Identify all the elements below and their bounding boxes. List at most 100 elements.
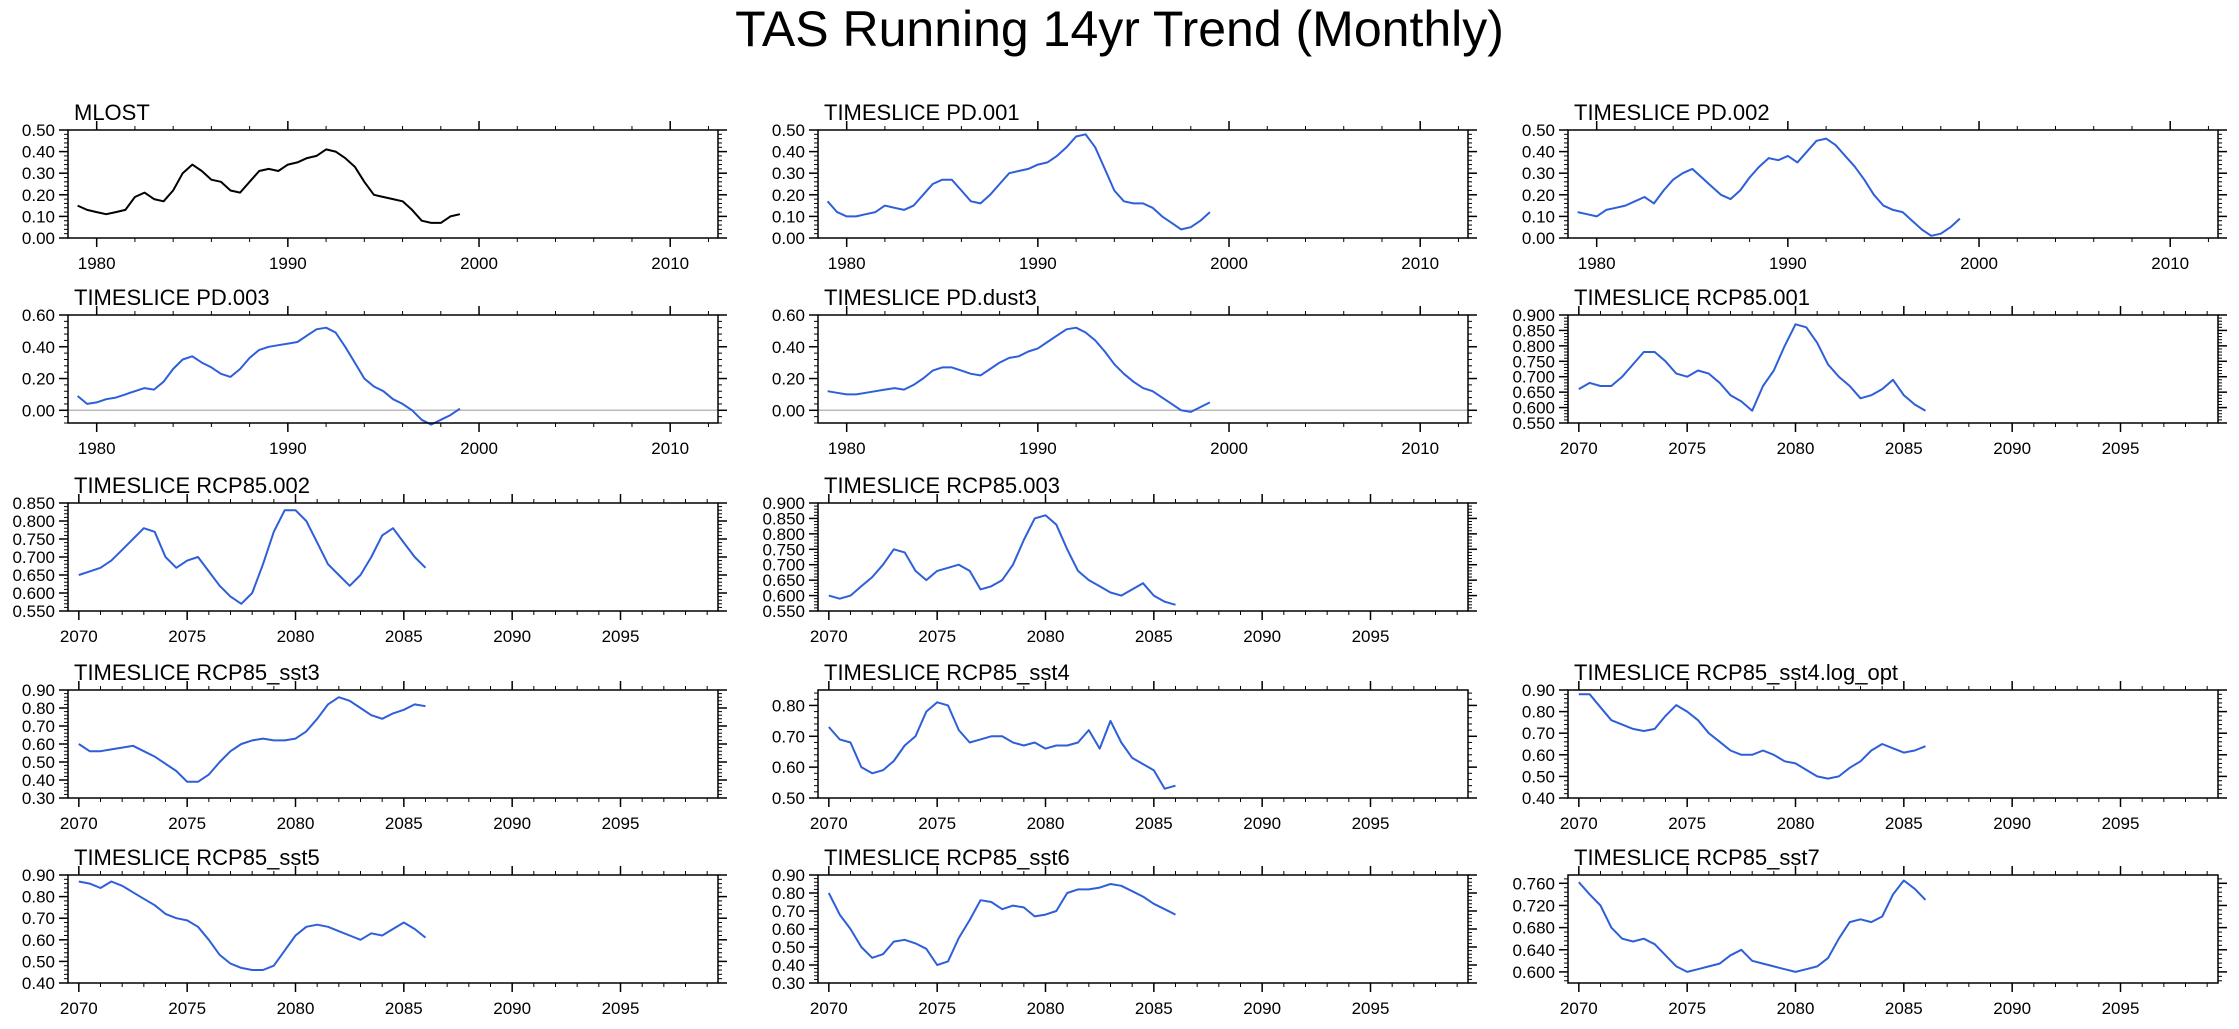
plot-frame <box>1567 874 2219 984</box>
y-tick-label: 0.90 <box>772 866 805 885</box>
y-tick-label: 0.20 <box>772 370 805 389</box>
y-tick-label: 0.90 <box>22 866 55 885</box>
y-tick-label: 0.550 <box>12 602 55 621</box>
x-tick-label: 2090 <box>1243 627 1281 646</box>
plot-frame <box>817 502 1469 612</box>
y-tick-label: 0.800 <box>762 525 805 544</box>
x-tick-label: 1990 <box>1769 254 1807 273</box>
panel-title: TIMESLICE PD.002 <box>1574 100 1770 125</box>
chart-panel: TIMESLICE PD.002 1980 1990 2000 2010 0.00 0.10… <box>1522 100 2227 273</box>
plot-frame <box>67 129 719 239</box>
x-tick-label: 2085 <box>1135 627 1173 646</box>
y-tick-label: 0.90 <box>1522 681 1555 700</box>
x-tick-label: 1980 <box>78 254 116 273</box>
y-tick-label: 0.750 <box>1512 352 1555 371</box>
x-tick-label: 1990 <box>1019 254 1057 273</box>
y-tick-label: 0.20 <box>22 186 55 205</box>
y-tick-label: 0.70 <box>22 717 55 736</box>
y-tick-label: 0.900 <box>762 494 805 513</box>
x-tick-label: 2080 <box>1027 999 1065 1018</box>
x-tick-label: 2095 <box>602 814 640 833</box>
series-line <box>78 509 427 605</box>
chart-panel: TIMESLICE RCP85_sst5 2070 2075 2080 2085 2090… <box>22 845 727 1018</box>
x-tick-label: 2080 <box>1777 814 1815 833</box>
x-tick-label: 2010 <box>1401 254 1439 273</box>
plot-frame <box>817 689 1469 799</box>
x-tick-label: 2090 <box>1993 999 2031 1018</box>
y-tick-label: 0.650 <box>1512 383 1555 402</box>
panel-title: TIMESLICE RCP85_sst4.log_opt <box>1574 660 1898 685</box>
x-tick-label: 2000 <box>1960 254 1998 273</box>
y-tick-label: 0.700 <box>1512 368 1555 387</box>
y-tick-label: 0.80 <box>22 888 55 907</box>
x-tick-label: 2070 <box>60 999 98 1018</box>
y-tick-label: 0.800 <box>12 512 55 531</box>
x-tick-label: 2090 <box>1993 439 2031 458</box>
series-line <box>1578 693 1926 780</box>
y-tick-label: 0.60 <box>1522 746 1555 765</box>
series-line <box>826 133 1211 231</box>
x-tick-label: 1980 <box>1578 254 1616 273</box>
y-tick-label: 0.600 <box>12 584 55 603</box>
chart-panel: TIMESLICE RCP85.002 2070 2075 2080 2085 2090 2… <box>12 473 727 646</box>
y-tick-label: 0.60 <box>772 306 805 325</box>
y-tick-label: 0.40 <box>22 974 55 993</box>
x-tick-label: 2080 <box>277 999 315 1018</box>
x-tick-label: 2085 <box>385 814 423 833</box>
y-tick-label: 0.800 <box>1512 337 1555 356</box>
panel-title: TIMESLICE RCP85.002 <box>74 473 310 498</box>
y-tick-label: 0.90 <box>22 681 55 700</box>
plot-frame <box>1567 129 2219 239</box>
y-tick-label: 0.900 <box>1512 306 1555 325</box>
x-tick-label: 2075 <box>918 627 956 646</box>
x-tick-label: 1990 <box>269 439 307 458</box>
x-tick-label: 2000 <box>1210 439 1248 458</box>
chart-panel: TIMESLICE RCP85.001 2070 2075 2080 2085 2090 2… <box>1512 285 2227 458</box>
y-tick-label: 0.20 <box>772 186 805 205</box>
y-tick-label: 0.60 <box>22 931 55 950</box>
chart-panel: TIMESLICE RCP85_sst7 2070 2075 2080 2085 2090… <box>1512 845 2227 1018</box>
x-tick-label: 2075 <box>168 999 206 1018</box>
x-tick-label: 2010 <box>2151 254 2189 273</box>
y-tick-label: 0.00 <box>772 401 805 420</box>
x-tick-label: 2085 <box>1135 999 1173 1018</box>
series-line <box>1578 879 1927 973</box>
series-line <box>828 701 1176 790</box>
y-tick-label: 0.600 <box>1512 399 1555 418</box>
y-tick-label: 0.600 <box>762 587 805 606</box>
plot-frame <box>817 129 1469 239</box>
x-tick-label: 2075 <box>168 814 206 833</box>
x-tick-label: 2090 <box>493 627 531 646</box>
series-line <box>827 883 1176 966</box>
x-tick-label: 2090 <box>493 814 531 833</box>
plot-frame <box>817 314 1469 424</box>
chart-panel: TIMESLICE RCP85_sst4.log_opt 2070 2075 2080… <box>1522 660 2227 833</box>
chart-panel: TIMESLICE PD.dust3 1980 1990 2000 2010 0.00 0.… <box>772 285 1477 458</box>
y-tick-label: 0.30 <box>22 789 55 808</box>
x-tick-label: 2075 <box>918 999 956 1018</box>
x-tick-label: 2000 <box>460 439 498 458</box>
y-tick-label: 0.60 <box>22 306 55 325</box>
y-tick-label: 0.750 <box>12 530 55 549</box>
x-tick-label: 2075 <box>1668 999 1706 1018</box>
y-tick-label: 0.10 <box>772 207 805 226</box>
y-tick-label: 0.600 <box>1512 963 1555 982</box>
plot-frame <box>67 314 719 424</box>
figure-title: TAS Running 14yr Trend (Monthly) <box>735 1 1504 57</box>
y-tick-label: 0.00 <box>1522 229 1555 248</box>
series-line <box>78 696 426 783</box>
series-line <box>827 326 1211 413</box>
y-tick-label: 0.80 <box>1522 703 1555 722</box>
panel-title: TIMESLICE RCP85_sst3 <box>74 660 320 685</box>
panel-title: TIMESLICE PD.dust3 <box>824 285 1037 310</box>
y-tick-label: 0.60 <box>22 735 55 754</box>
x-tick-label: 2080 <box>277 627 315 646</box>
x-tick-label: 2095 <box>2102 439 2140 458</box>
y-tick-label: 0.50 <box>22 753 55 772</box>
y-tick-label: 0.30 <box>772 974 805 993</box>
y-tick-label: 0.40 <box>22 143 55 162</box>
y-tick-label: 0.550 <box>1512 414 1555 433</box>
x-tick-label: 2080 <box>1777 999 1815 1018</box>
series-line <box>76 326 461 426</box>
